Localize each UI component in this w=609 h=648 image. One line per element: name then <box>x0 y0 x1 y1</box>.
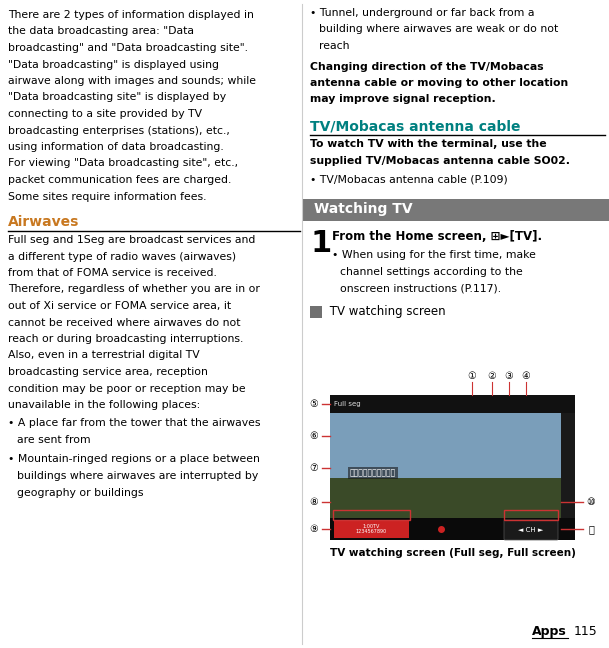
Text: broadcasting service area, reception: broadcasting service area, reception <box>8 367 208 377</box>
Bar <box>334 520 409 538</box>
Text: TV watching screen: TV watching screen <box>326 305 446 318</box>
Text: using information of data broadcasting.: using information of data broadcasting. <box>8 142 224 152</box>
Text: To watch TV with the terminal, use the: To watch TV with the terminal, use the <box>310 139 547 149</box>
Text: 1:00TV
1234567890: 1:00TV 1234567890 <box>356 524 387 535</box>
Text: airwave along with images and sounds; while: airwave along with images and sounds; wh… <box>8 76 256 86</box>
Bar <box>561 413 575 540</box>
Text: There are 2 types of information displayed in: There are 2 types of information display… <box>8 10 254 20</box>
FancyBboxPatch shape <box>504 520 558 540</box>
Bar <box>330 478 561 518</box>
Bar <box>330 413 561 478</box>
Text: ヨーロッパに来ました: ヨーロッパに来ました <box>350 469 396 477</box>
Text: ⑧: ⑧ <box>309 497 319 507</box>
Text: antenna cable or moving to other location: antenna cable or moving to other locatio… <box>310 78 568 88</box>
Text: Full seg and 1Seg are broadcast services and: Full seg and 1Seg are broadcast services… <box>8 235 255 245</box>
Bar <box>330 395 575 413</box>
Text: 1: 1 <box>310 229 331 257</box>
Text: cannot be received where airwaves do not: cannot be received where airwaves do not <box>8 318 241 327</box>
Text: ③: ③ <box>504 371 513 381</box>
Text: a different type of radio waves (airwaves): a different type of radio waves (airwave… <box>8 251 236 262</box>
Text: Therefore, regardless of whether you are in or: Therefore, regardless of whether you are… <box>8 284 260 294</box>
Text: channel settings according to the: channel settings according to the <box>340 267 523 277</box>
Text: ⑤: ⑤ <box>309 399 319 409</box>
Text: "Data broadcasting" is displayed using: "Data broadcasting" is displayed using <box>8 60 219 69</box>
Text: ◄ CH ►: ◄ CH ► <box>518 527 544 533</box>
Bar <box>333 510 410 520</box>
Text: Apps: Apps <box>532 625 567 638</box>
Text: reach: reach <box>319 41 350 51</box>
Text: ⑪: ⑪ <box>588 524 594 534</box>
Text: from that of FOMA service is received.: from that of FOMA service is received. <box>8 268 217 278</box>
Text: unavailable in the following places:: unavailable in the following places: <box>8 400 200 410</box>
Bar <box>330 518 575 540</box>
Text: ⑨: ⑨ <box>309 524 319 534</box>
Bar <box>302 198 609 220</box>
Text: 115: 115 <box>574 625 598 638</box>
Text: reach or during broadcasting interruptions.: reach or during broadcasting interruptio… <box>8 334 244 344</box>
Bar <box>310 306 322 318</box>
Text: • When using for the first time, make: • When using for the first time, make <box>332 251 536 260</box>
Text: broadcasting" and "Data broadcasting site".: broadcasting" and "Data broadcasting sit… <box>8 43 248 53</box>
Text: TV/Mobacas antenna cable: TV/Mobacas antenna cable <box>310 119 521 133</box>
Text: ④: ④ <box>522 371 530 381</box>
Text: TV watching screen (Full seg, Full screen): TV watching screen (Full seg, Full scree… <box>329 548 576 558</box>
Text: Airwaves: Airwaves <box>8 215 79 229</box>
Text: Changing direction of the TV/Mobacas: Changing direction of the TV/Mobacas <box>310 62 544 71</box>
Text: • Mountain-ringed regions or a place between: • Mountain-ringed regions or a place bet… <box>8 454 260 465</box>
Text: may improve signal reception.: may improve signal reception. <box>310 95 496 104</box>
Text: Watching TV: Watching TV <box>314 202 413 216</box>
Text: out of Xi service or FOMA service area, it: out of Xi service or FOMA service area, … <box>8 301 231 311</box>
Text: ⑥: ⑥ <box>309 431 319 441</box>
Text: • TV/Mobacas antenna cable (P.109): • TV/Mobacas antenna cable (P.109) <box>310 174 508 184</box>
Text: • A place far from the tower that the airwaves: • A place far from the tower that the ai… <box>8 419 261 428</box>
Text: For viewing "Data broadcasting site", etc.,: For viewing "Data broadcasting site", et… <box>8 159 238 168</box>
Text: ⑦: ⑦ <box>309 463 319 474</box>
Text: broadcasting enterprises (stations), etc.,: broadcasting enterprises (stations), etc… <box>8 126 230 135</box>
Text: packet communication fees are charged.: packet communication fees are charged. <box>8 175 231 185</box>
Text: the data broadcasting area: "Data: the data broadcasting area: "Data <box>8 27 194 36</box>
Bar <box>330 395 575 540</box>
Bar <box>504 510 558 520</box>
Text: condition may be poor or reception may be: condition may be poor or reception may b… <box>8 384 245 393</box>
Text: From the Home screen, ⊞►[TV].: From the Home screen, ⊞►[TV]. <box>332 231 542 244</box>
Text: buildings where airwaves are interrupted by: buildings where airwaves are interrupted… <box>17 471 258 481</box>
Text: supplied TV/Mobacas antenna cable SO02.: supplied TV/Mobacas antenna cable SO02. <box>310 156 570 165</box>
Text: are sent from: are sent from <box>17 435 91 445</box>
Text: ②: ② <box>487 371 496 381</box>
Text: ⑩: ⑩ <box>586 497 596 507</box>
Text: geography or buildings: geography or buildings <box>17 487 144 498</box>
Text: connecting to a site provided by TV: connecting to a site provided by TV <box>8 109 202 119</box>
Text: Some sites require information fees.: Some sites require information fees. <box>8 192 206 202</box>
Text: building where airwaves are weak or do not: building where airwaves are weak or do n… <box>319 25 558 34</box>
Text: "Data broadcasting site" is displayed by: "Data broadcasting site" is displayed by <box>8 93 226 102</box>
Text: onscreen instructions (P.117).: onscreen instructions (P.117). <box>340 284 501 294</box>
Text: ①: ① <box>468 371 476 381</box>
Text: • Tunnel, underground or far back from a: • Tunnel, underground or far back from a <box>310 8 535 18</box>
Text: Also, even in a terrestrial digital TV: Also, even in a terrestrial digital TV <box>8 351 200 360</box>
Text: Full seg: Full seg <box>334 401 361 407</box>
